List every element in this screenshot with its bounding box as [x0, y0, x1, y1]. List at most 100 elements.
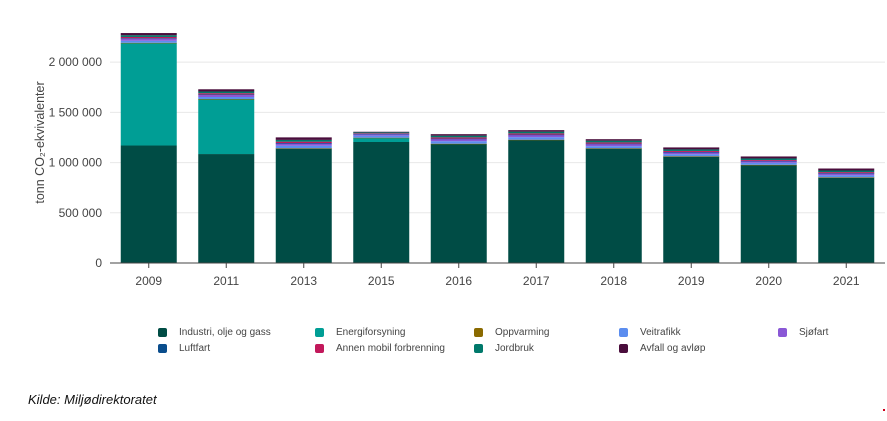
legend-item[interactable]: Industri, olje og gass	[158, 327, 271, 338]
legend-item[interactable]: Avfall og avløp	[619, 343, 705, 354]
bar-segment[interactable]	[198, 89, 255, 92]
bar-segment[interactable]	[585, 144, 642, 147]
bar-segment[interactable]	[663, 147, 720, 150]
bar-segment[interactable]	[818, 173, 875, 176]
bar-segment[interactable]	[740, 158, 797, 160]
bar-segment[interactable]	[353, 133, 410, 134]
bar-segment[interactable]	[818, 170, 875, 173]
bar-segment[interactable]	[430, 138, 487, 140]
bar-segment[interactable]	[585, 140, 642, 143]
legend-swatch	[474, 344, 483, 353]
bar-segment[interactable]	[353, 137, 410, 139]
legend-item[interactable]: Veitrafikk	[619, 327, 681, 338]
bar-segment[interactable]	[818, 172, 875, 174]
bar-segment[interactable]	[430, 144, 487, 263]
bar-segment[interactable]	[353, 134, 410, 136]
legend-label: Sjøfart	[799, 327, 829, 338]
bar-segment[interactable]	[353, 131, 410, 133]
bar-segment[interactable]	[663, 149, 720, 151]
source-note: Kilde: Miljødirektoratet	[28, 392, 157, 407]
bar-segment[interactable]	[430, 143, 487, 145]
bar-segment[interactable]	[508, 137, 565, 140]
bar-segment[interactable]	[120, 33, 177, 36]
bar-segment[interactable]	[663, 150, 720, 152]
bar-segment[interactable]	[740, 156, 797, 159]
bar-segment[interactable]	[120, 43, 177, 146]
bar-segment[interactable]	[120, 42, 177, 44]
bar-segment[interactable]	[275, 139, 332, 142]
bar-segment[interactable]	[663, 151, 720, 153]
bar-segment[interactable]	[740, 159, 797, 161]
bar-segment[interactable]	[740, 164, 797, 166]
bar-segment[interactable]	[663, 152, 720, 155]
legend-item[interactable]: Jordbruk	[474, 343, 534, 354]
y-axis-label: tonn CO₂-ekvivalenter	[33, 81, 47, 203]
bar-segment[interactable]	[818, 175, 875, 178]
bar-segment[interactable]	[353, 141, 410, 263]
legend-item[interactable]: Luftfart	[158, 343, 210, 354]
bar-segment[interactable]	[430, 134, 487, 136]
bar-segment[interactable]	[508, 139, 565, 263]
bar-segment[interactable]	[120, 35, 177, 37]
bar-segment[interactable]	[740, 160, 797, 163]
bar-segment[interactable]	[585, 139, 642, 141]
bar-segment[interactable]	[740, 165, 797, 263]
bar-segment[interactable]	[198, 97, 255, 100]
bar-segment[interactable]	[508, 134, 565, 138]
bar-segment[interactable]	[353, 133, 410, 135]
bar-segment[interactable]	[740, 162, 797, 165]
bar-segment[interactable]	[508, 139, 565, 141]
bar-segment[interactable]	[818, 177, 875, 263]
bar-segment[interactable]	[275, 143, 332, 146]
legend-item[interactable]: Energiforsyning	[315, 327, 405, 338]
bar-segment[interactable]	[585, 142, 642, 144]
bar-segment[interactable]	[585, 148, 642, 263]
bar-segment[interactable]	[818, 168, 875, 171]
bar-segment[interactable]	[275, 148, 332, 263]
legend-item[interactable]: Sjøfart	[778, 327, 828, 338]
bar-segment[interactable]	[430, 138, 487, 142]
bar-segment[interactable]	[585, 143, 642, 145]
bar-segment[interactable]	[508, 130, 565, 132]
bar-segment[interactable]	[818, 177, 875, 178]
bar-segment[interactable]	[663, 156, 720, 157]
bar-segment[interactable]	[353, 137, 410, 142]
legend-item[interactable]: Annen mobil forbrenning	[315, 343, 445, 354]
x-tick-label: 2009	[135, 274, 162, 288]
bar-segment[interactable]	[585, 146, 642, 149]
bar-segment[interactable]	[275, 148, 332, 149]
bar-segment[interactable]	[275, 141, 332, 144]
bar-segment[interactable]	[430, 135, 487, 138]
bar-segment[interactable]	[120, 145, 177, 263]
bar-segment[interactable]	[818, 173, 875, 174]
bar-segment[interactable]	[198, 94, 255, 96]
bar-segment[interactable]	[353, 135, 410, 138]
bar-segment[interactable]	[508, 133, 565, 135]
bar-segment[interactable]	[430, 137, 487, 139]
x-tick-label: 2011	[213, 274, 239, 288]
x-tick-label: 2020	[755, 274, 782, 288]
bar-segment[interactable]	[740, 160, 797, 162]
bar-segment[interactable]	[198, 91, 255, 94]
bar-segment[interactable]	[198, 99, 255, 155]
bar-segment[interactable]	[120, 36, 177, 39]
bar-segment[interactable]	[120, 38, 177, 41]
legend-item[interactable]: Oppvarming	[474, 327, 549, 338]
bar-segment[interactable]	[198, 99, 255, 100]
bar-segment[interactable]	[275, 143, 332, 144]
x-tick-label: 2016	[445, 274, 472, 288]
bar-segment[interactable]	[198, 94, 255, 98]
bar-segment[interactable]	[120, 40, 177, 43]
bar-segment[interactable]	[275, 145, 332, 149]
bar-segment[interactable]	[120, 38, 177, 39]
bar-segment[interactable]	[663, 156, 720, 263]
bar-segment[interactable]	[430, 141, 487, 144]
bar-segment[interactable]	[663, 154, 720, 157]
bar-segment[interactable]	[198, 154, 255, 263]
bar-segment[interactable]	[353, 132, 410, 134]
bar-segment[interactable]	[508, 134, 565, 136]
bar-segment[interactable]	[198, 93, 255, 95]
bar-segment[interactable]	[508, 131, 565, 134]
bar-segment[interactable]	[585, 148, 642, 149]
bar-segment[interactable]	[275, 137, 332, 140]
